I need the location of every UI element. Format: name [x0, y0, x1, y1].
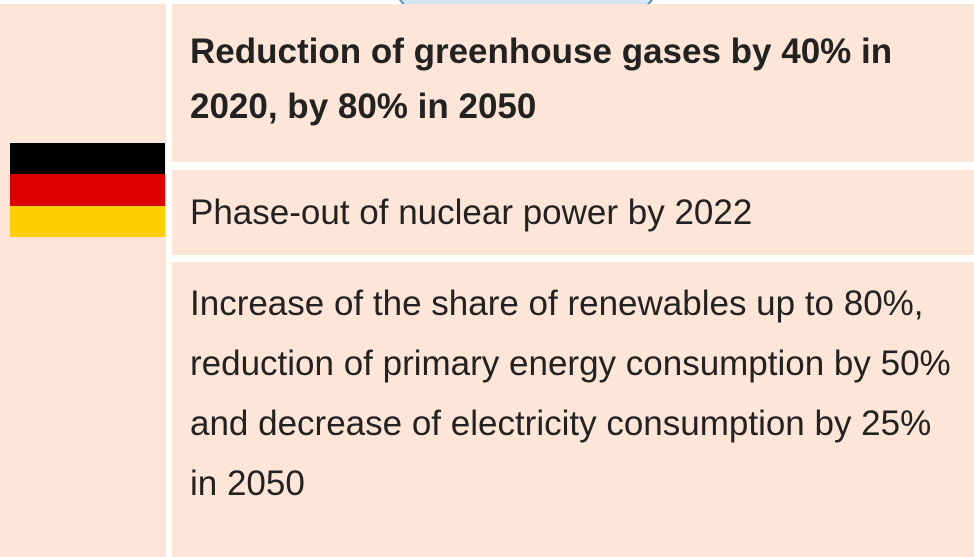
goal-text: Reduction of greenhouse gases by 40% in …	[190, 32, 893, 126]
german-flag	[10, 143, 165, 237]
flag-column	[0, 4, 166, 557]
goal-cell: Reduction of greenhouse gases by 40% in …	[172, 4, 974, 162]
flag-stripe	[10, 205, 165, 237]
goal-cell: Phase-out of nuclear power by 2022	[172, 170, 974, 255]
flag-stripe	[10, 143, 165, 175]
goal-text: Phase-out of nuclear power by 2022	[190, 193, 753, 232]
goal-text: Increase of the share of renewables up t…	[190, 284, 951, 503]
flag-stripe	[10, 174, 165, 206]
goal-cell: Increase of the share of renewables up t…	[172, 262, 974, 557]
